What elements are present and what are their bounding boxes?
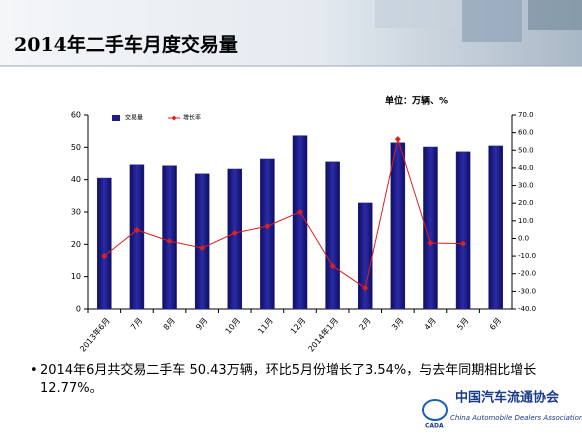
bar: [194, 173, 210, 310]
y2-tick-label: 20.0: [518, 199, 534, 207]
line-marker: [264, 223, 271, 230]
unit-label: 单位：万辆、%: [385, 95, 448, 107]
line-marker: [362, 285, 369, 292]
legend-swatch: [171, 115, 177, 121]
x-tick-label: 8月: [162, 316, 177, 332]
x-tick-label: 10月: [224, 316, 243, 336]
y-tick-label: 20: [71, 240, 81, 249]
x-tick-label: 4月: [423, 316, 438, 332]
y-tick-label: 60: [71, 111, 81, 120]
y-tick-label: 10: [71, 272, 81, 281]
bar: [455, 151, 471, 310]
y-tick-label: 40: [71, 175, 81, 184]
x-tick-label: 6月: [488, 316, 503, 332]
x-tick-label: 5月: [455, 316, 470, 332]
line-marker: [231, 229, 238, 236]
x-tick-label: 3月: [390, 316, 405, 332]
y-tick-label: 50: [71, 143, 81, 152]
line-marker: [199, 244, 206, 251]
line-marker: [133, 226, 140, 233]
y2-tick-label: 10.0: [518, 217, 534, 225]
y2-tick-label: 40.0: [518, 164, 534, 172]
bar: [162, 165, 177, 310]
y2-tick-label: -40.0: [518, 305, 536, 313]
y-tick-label: 0: [76, 305, 81, 314]
y2-tick-label: -10.0: [518, 252, 536, 260]
bar: [129, 164, 145, 310]
logo-abbr: CADA: [425, 423, 444, 430]
x-tick-label: 2013年6月: [77, 315, 111, 353]
y-tick-label: 30: [71, 208, 81, 217]
bar: [390, 142, 406, 310]
y2-tick-label: 70.0: [518, 111, 534, 119]
x-tick-label: 9月: [194, 316, 209, 332]
bar: [488, 145, 503, 310]
logo-mark: [422, 399, 448, 421]
logo-en: China Automobile Dealers Association: [450, 414, 582, 422]
legend-label: 交易量: [125, 114, 143, 122]
y2-tick-label: 60.0: [518, 129, 534, 137]
x-tick-label: 2014年1月: [306, 315, 340, 353]
line-marker: [101, 253, 108, 260]
x-tick-label: 12月: [289, 316, 308, 336]
bar: [97, 177, 112, 310]
line-marker: [394, 136, 401, 143]
y2-tick-label: -30.0: [518, 287, 536, 295]
bar: [260, 158, 275, 310]
line-marker: [460, 240, 467, 247]
line-marker: [329, 262, 336, 269]
deco: [375, 0, 455, 28]
summary: 2014年6月共交易二手车 50.43万辆，环比5月份增长了3.54%，与去年同…: [30, 362, 540, 398]
bar: [357, 202, 373, 310]
bar: [227, 168, 243, 310]
line-marker: [297, 209, 303, 215]
x-tick-label: 2月: [357, 316, 372, 332]
bar: [423, 146, 438, 310]
deco: [462, 0, 522, 42]
x-tick-label: 7月: [129, 316, 144, 332]
bar: [325, 161, 340, 310]
x-tick-label: 11月: [256, 316, 275, 336]
y2-tick-label: 50.0: [518, 146, 534, 154]
legend-swatch: [112, 115, 120, 121]
slide-title: 2014年二手车月度交易量: [14, 33, 238, 56]
y2-tick-label: 30.0: [518, 182, 534, 190]
deco: [528, 0, 582, 30]
legend-label: 增长率: [183, 114, 201, 122]
line-marker: [166, 238, 173, 245]
line: [103, 137, 464, 289]
line-marker: [427, 240, 434, 247]
y2-tick-label: -20.0: [518, 270, 536, 278]
bar: [292, 135, 308, 310]
y2-tick-label: 0.0: [518, 234, 529, 242]
